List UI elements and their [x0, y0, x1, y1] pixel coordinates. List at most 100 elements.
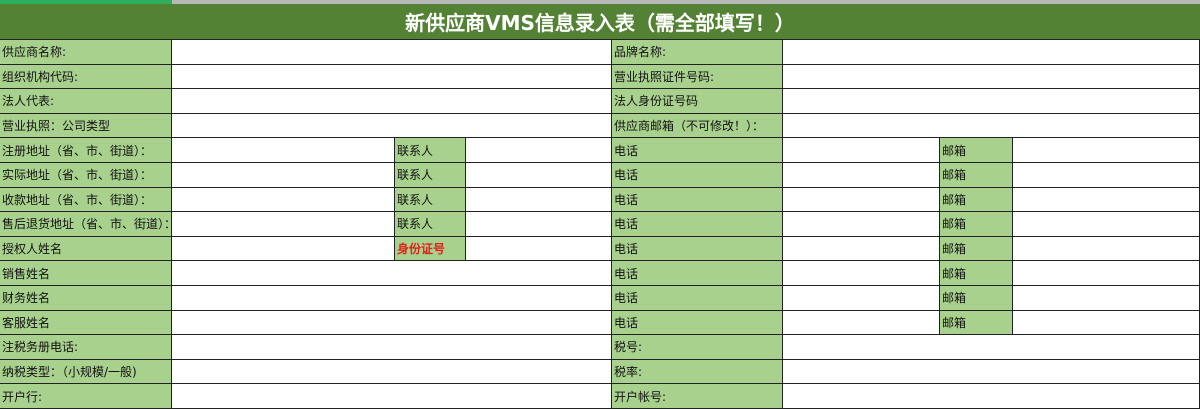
field-label: 电话: [612, 261, 783, 286]
form-row: 法人代表: 法人身份证号码: [0, 89, 1200, 114]
field-input[interactable]: [172, 163, 395, 188]
field-input[interactable]: [1013, 138, 1200, 163]
field-label: 电话: [612, 310, 783, 336]
field-label: 授权人姓名: [0, 236, 172, 262]
field-label: 售后退货地址（省、市、街道）：: [0, 212, 172, 237]
field-label: 电话: [612, 286, 783, 311]
field-input[interactable]: [783, 384, 1200, 409]
field-input[interactable]: [783, 113, 1200, 139]
field-input[interactable]: [172, 286, 612, 311]
field-input[interactable]: [1013, 236, 1200, 262]
field-input[interactable]: [1013, 187, 1200, 213]
field-input[interactable]: [783, 261, 940, 286]
field-label: 税号:: [612, 335, 783, 360]
field-input[interactable]: [783, 64, 1200, 90]
field-label: 电话: [612, 187, 783, 213]
field-input[interactable]: [466, 212, 612, 237]
field-input[interactable]: [1013, 286, 1200, 311]
field-input[interactable]: [466, 163, 612, 188]
field-label: 邮箱: [940, 310, 1013, 336]
field-label: 开户行:: [0, 384, 172, 409]
field-label: 电话: [612, 163, 783, 188]
field-input[interactable]: [172, 64, 612, 90]
form-title: 新供应商VMS信息录入表（需全部填写！）: [0, 4, 1200, 40]
field-label: 电话: [612, 138, 783, 163]
field-input[interactable]: [783, 335, 1200, 360]
field-label: 供应商邮箱（不可修改！）：: [612, 113, 783, 139]
form-row: 开户行: 开户帐号:: [0, 384, 1200, 409]
field-input[interactable]: [1013, 212, 1200, 237]
field-input[interactable]: [783, 286, 940, 311]
field-input[interactable]: [172, 261, 612, 286]
field-input[interactable]: [172, 138, 395, 163]
field-label: 销售姓名: [0, 261, 172, 286]
field-label: 收款地址（省、市、街道）：: [0, 187, 172, 213]
form-row: 供应商名称: 品牌名称:: [0, 40, 1200, 65]
field-label: 实际地址（省、市、街道）：: [0, 163, 172, 188]
field-input[interactable]: [172, 40, 612, 65]
field-input[interactable]: [783, 163, 940, 188]
field-label: 组织机构代码:: [0, 64, 172, 90]
field-label: 邮箱: [940, 187, 1013, 213]
sheet-tab-strip: [0, 0, 1200, 4]
field-input[interactable]: [172, 359, 612, 385]
field-input[interactable]: [172, 236, 395, 262]
field-label: 电话: [612, 212, 783, 237]
form-row: 收款地址（省、市、街道）： 联系人 电话 邮箱: [0, 187, 1200, 213]
field-input[interactable]: [172, 89, 612, 114]
field-label: 邮箱: [940, 212, 1013, 237]
field-label: 供应商名称:: [0, 40, 172, 65]
form-row: 实际地址（省、市、街道）： 联系人 电话 邮箱: [0, 163, 1200, 188]
field-input[interactable]: [783, 236, 940, 262]
form-row: 注税务册电话: 税号:: [0, 335, 1200, 360]
field-input[interactable]: [783, 89, 1200, 114]
field-input[interactable]: [466, 138, 612, 163]
field-label: 品牌名称:: [612, 40, 783, 65]
field-label: 财务姓名: [0, 286, 172, 311]
field-input[interactable]: [172, 310, 612, 336]
field-label: 法人身份证号码: [612, 89, 783, 114]
field-input[interactable]: [783, 187, 940, 213]
form-row: 客服姓名 电话 邮箱: [0, 310, 1200, 336]
field-input[interactable]: [783, 138, 940, 163]
field-input[interactable]: [783, 310, 940, 336]
field-label: 营业执照：公司类型: [0, 113, 172, 139]
field-label: 邮箱: [940, 138, 1013, 163]
form-row: 授权人姓名 身份证号 电话 邮箱: [0, 236, 1200, 262]
field-input[interactable]: [1013, 163, 1200, 188]
field-input[interactable]: [1013, 261, 1200, 286]
field-label: 营业执照证件号码:: [612, 64, 783, 90]
field-label: 邮箱: [940, 236, 1013, 262]
field-input[interactable]: [172, 113, 612, 139]
field-input[interactable]: [783, 212, 940, 237]
field-input[interactable]: [172, 187, 395, 213]
field-label: 客服姓名: [0, 310, 172, 336]
form-row: 财务姓名 电话 邮箱: [0, 286, 1200, 311]
field-label: 开户帐号:: [612, 384, 783, 409]
field-label: 联系人: [395, 212, 466, 237]
form-row: 注册地址（省、市、街道）： 联系人 电话 邮箱: [0, 138, 1200, 163]
field-input[interactable]: [783, 359, 1200, 385]
form-row: 组织机构代码: 营业执照证件号码:: [0, 64, 1200, 90]
field-input[interactable]: [172, 335, 612, 360]
field-input[interactable]: [466, 187, 612, 213]
form-row: 营业执照：公司类型 供应商邮箱（不可修改！）：: [0, 113, 1200, 139]
field-label: 身份证号: [395, 236, 466, 262]
field-label: 联系人: [395, 187, 466, 213]
field-label: 邮箱: [940, 261, 1013, 286]
active-sheet-indicator[interactable]: [0, 0, 172, 4]
field-label: 电话: [612, 236, 783, 262]
field-input[interactable]: [466, 236, 612, 262]
field-input[interactable]: [172, 212, 395, 237]
field-input[interactable]: [172, 384, 612, 409]
field-input[interactable]: [783, 40, 1200, 65]
field-label: 邮箱: [940, 286, 1013, 311]
field-label: 纳税类型：（小规模/一般): [0, 359, 172, 385]
field-label: 联系人: [395, 138, 466, 163]
field-label: 联系人: [395, 163, 466, 188]
field-label: 注税务册电话:: [0, 335, 172, 360]
field-label: 注册地址（省、市、街道）：: [0, 138, 172, 163]
field-input[interactable]: [1013, 310, 1200, 336]
form-row: 销售姓名 电话 邮箱: [0, 261, 1200, 286]
field-label: 税率:: [612, 359, 783, 385]
